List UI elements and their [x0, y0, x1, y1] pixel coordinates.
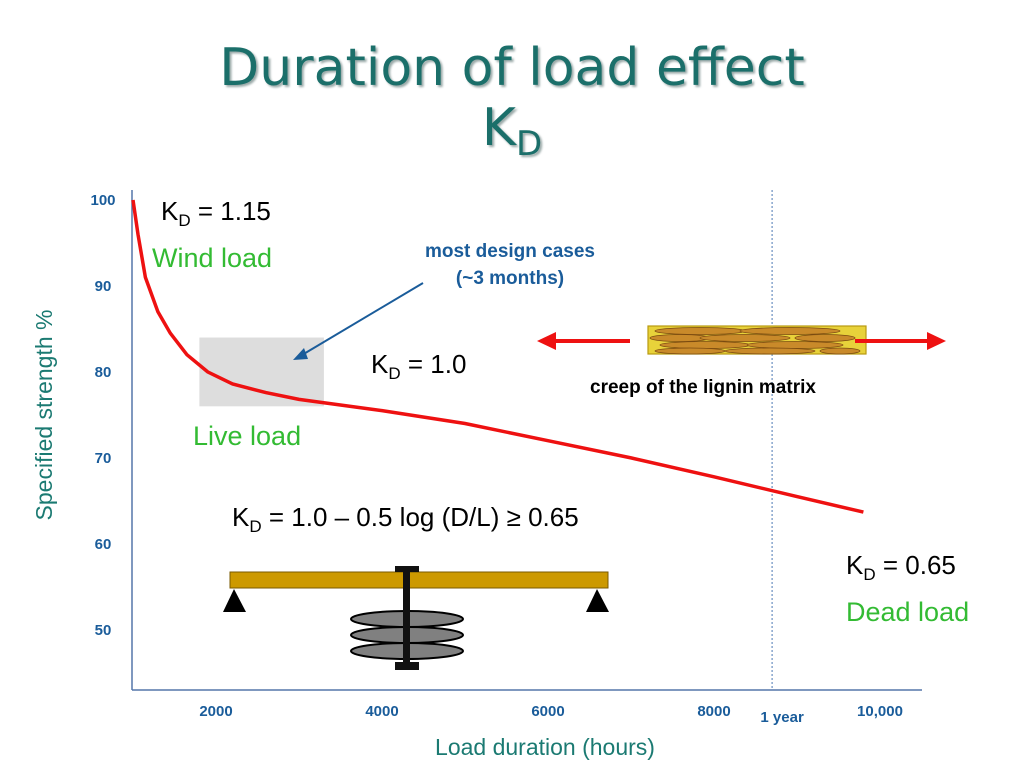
- x-tick-label: 2000: [199, 703, 232, 720]
- y-tick-label: 80: [95, 364, 112, 381]
- live-load-box: [199, 337, 324, 407]
- live-load-label: Live load: [193, 421, 302, 451]
- fibers: [649, 327, 861, 355]
- y-axis-label: Specified strength %: [31, 310, 57, 521]
- creep-illustration: [537, 325, 946, 355]
- design-cases-arrowhead: [293, 348, 308, 360]
- slide-title: Duration of load effect: [219, 38, 805, 98]
- kd-10-label: KD = 1.0: [371, 349, 467, 383]
- kd-formula: KD = 1.0 – 0.5 log (D/L) ≥ 0.65: [232, 502, 579, 536]
- x-tick-label: 4000: [365, 703, 398, 720]
- creep-label: creep of the lignin matrix: [590, 377, 816, 398]
- most-design-line1: most design cases: [424, 241, 596, 262]
- left-arrowhead: [537, 332, 556, 350]
- subtitle-main: K: [481, 98, 516, 158]
- slide-subtitle: KD: [0, 102, 1024, 161]
- subtitle-sub: D: [515, 124, 543, 164]
- y-tick-label: 90: [95, 278, 112, 295]
- most-design-cases-label: most design cases (~3 months): [380, 241, 640, 290]
- most-design-line2: (~3 months): [455, 268, 565, 289]
- hanger-bottom: [395, 662, 419, 670]
- right-support: [586, 589, 609, 612]
- beam-illustration: [223, 566, 609, 670]
- one-year-label: 1 year: [760, 709, 804, 726]
- x-axis-label: Load duration (hours): [435, 734, 655, 760]
- strength-curve: [131, 199, 864, 514]
- x-tick-label: 10,000: [857, 703, 903, 720]
- y-tick-label: 70: [95, 450, 112, 467]
- beam: [229, 571, 609, 589]
- design-cases-arrow: [301, 282, 424, 356]
- y-tick-label: 60: [95, 536, 112, 553]
- x-tick-label: 6000: [531, 703, 564, 720]
- y-tick-label: 100: [90, 192, 115, 209]
- wind-load-label: Wind load: [152, 243, 273, 273]
- hanger-top: [395, 566, 419, 572]
- left-support: [223, 589, 246, 612]
- y-tick-label: 50: [95, 622, 112, 639]
- right-arrowhead: [927, 332, 946, 350]
- x-tick-label: 8000: [697, 703, 730, 720]
- kd-065-label: KD = 0.65: [846, 550, 956, 584]
- dead-load-label: Dead load: [846, 597, 970, 627]
- kd-115-label: KD = 1.15: [161, 196, 271, 230]
